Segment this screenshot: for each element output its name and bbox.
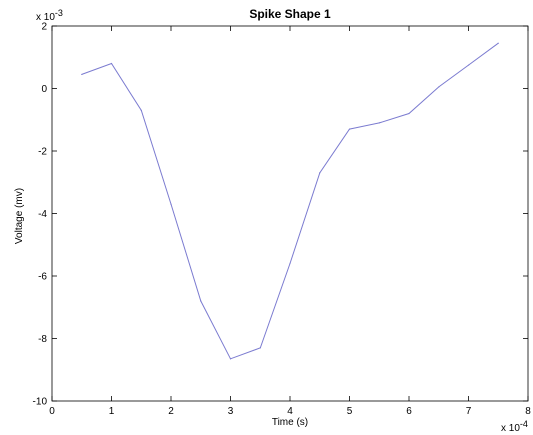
data-point — [140, 109, 142, 111]
x-tick-label: 8 — [525, 406, 531, 417]
y-tick-label: -6 — [38, 272, 47, 283]
data-point — [348, 128, 351, 130]
y-tick-label: -10 — [33, 397, 48, 408]
data-point — [110, 62, 113, 65]
x-tick-label: 5 — [347, 406, 353, 417]
y-multiplier-label: x 10-3 — [36, 8, 63, 23]
x-tick-label: 4 — [287, 406, 293, 417]
x-tick-label: 7 — [466, 406, 472, 417]
data-point — [200, 300, 202, 302]
data-point — [81, 73, 83, 76]
x-tick-label: 3 — [228, 406, 234, 417]
y-tick-label: -4 — [38, 209, 47, 220]
x-axis-label: Time (s) — [272, 417, 308, 428]
x-tick-label: 6 — [406, 406, 412, 417]
x-tick-label: 0 — [49, 406, 55, 417]
x-multiplier-label: x 10-4 — [501, 419, 528, 434]
x-tick-label: 1 — [109, 406, 115, 417]
y-tick-label: 0 — [41, 84, 47, 95]
y-tick-label: -2 — [38, 147, 47, 158]
data-point — [289, 262, 291, 265]
plot-frame — [51, 25, 529, 402]
data-point — [378, 122, 380, 124]
y-tick-label: 2 — [41, 22, 47, 33]
data-point — [438, 86, 440, 88]
chart-title: Spike Shape 1 — [249, 7, 331, 21]
data-point — [170, 203, 172, 205]
y-axis-label: Voltage (mv) — [14, 188, 25, 244]
series-line — [81, 42, 499, 360]
data-point — [408, 112, 410, 115]
data-point — [467, 64, 470, 66]
x-tick-label: 2 — [168, 406, 174, 417]
data-point — [259, 347, 261, 349]
y-tick-label: -8 — [38, 334, 47, 345]
data-point — [319, 172, 321, 174]
data-point — [229, 358, 232, 360]
data-point — [497, 42, 499, 44]
